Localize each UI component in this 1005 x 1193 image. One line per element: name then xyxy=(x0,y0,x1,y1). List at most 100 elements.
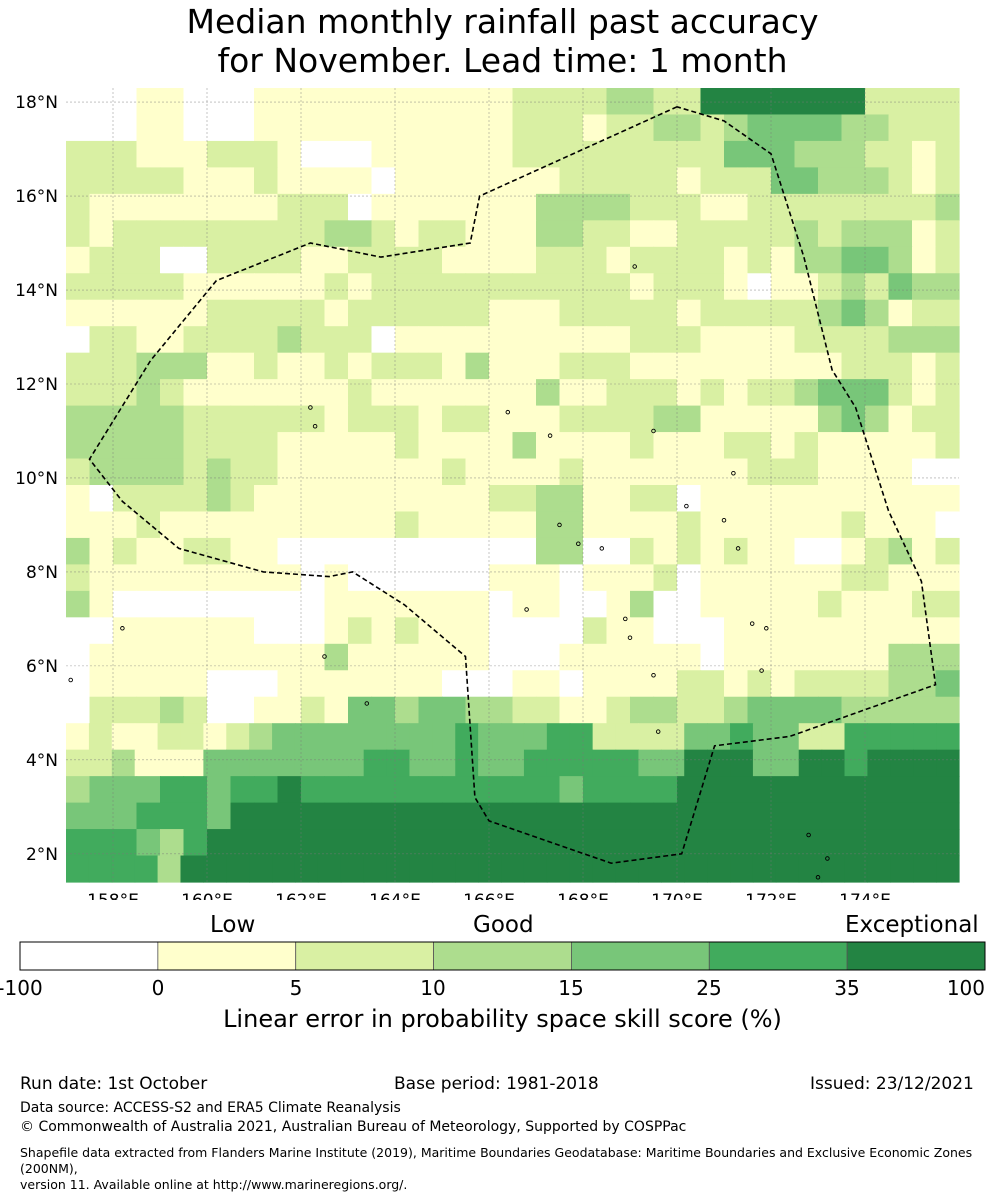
skill-cell xyxy=(136,776,161,804)
skill-cell xyxy=(277,643,302,671)
skill-cell xyxy=(277,167,302,195)
skill-cell xyxy=(583,405,608,433)
skill-cell xyxy=(677,776,702,804)
skill-cell xyxy=(707,723,731,751)
skill-cell xyxy=(583,273,608,301)
skill-cell xyxy=(888,485,913,513)
skill-cell xyxy=(395,485,420,513)
skill-cell xyxy=(249,855,273,883)
skill-cell xyxy=(888,246,913,274)
skill-cell xyxy=(700,802,725,830)
skill-cell xyxy=(89,802,114,830)
skill-cell xyxy=(707,855,731,883)
colorbar-swatch xyxy=(157,941,297,971)
skill-cell xyxy=(653,564,678,592)
skill-cell xyxy=(653,167,678,195)
skill-cell xyxy=(794,220,819,248)
skill-cell xyxy=(89,140,114,168)
skill-cell xyxy=(630,537,655,565)
skill-cell xyxy=(559,88,584,116)
skill-cell xyxy=(865,696,890,724)
skill-cell xyxy=(888,537,913,565)
skill-cell xyxy=(371,802,396,830)
skill-cell xyxy=(89,617,114,645)
skill-cell xyxy=(818,88,843,116)
skill-cell xyxy=(348,379,373,407)
skill-cell xyxy=(730,855,754,883)
skill-cell xyxy=(89,537,114,565)
skill-cell xyxy=(66,220,91,248)
skill-cell xyxy=(254,167,279,195)
skill-cell xyxy=(207,379,232,407)
skill-cell xyxy=(818,643,843,671)
skill-cell xyxy=(661,855,685,883)
island xyxy=(731,471,736,476)
skill-cell xyxy=(512,802,537,830)
skill-cell xyxy=(913,723,937,751)
skill-cell xyxy=(465,299,490,327)
skill-cell xyxy=(230,379,255,407)
skill-cell xyxy=(677,246,702,274)
skill-cell xyxy=(771,670,796,698)
skill-cell xyxy=(794,114,819,142)
skill-cell xyxy=(207,537,232,565)
skill-cell xyxy=(935,193,960,221)
skill-cell xyxy=(136,670,161,698)
skill-cell xyxy=(183,246,208,274)
skill-cell xyxy=(371,485,396,513)
skill-cell xyxy=(606,511,631,539)
skill-cell xyxy=(512,273,537,301)
skill-cell xyxy=(888,432,913,460)
skill-cell xyxy=(677,670,702,698)
skill-cell xyxy=(489,696,514,724)
skill-cell xyxy=(724,617,749,645)
skill-cell xyxy=(134,855,159,883)
skill-cell xyxy=(230,537,255,565)
skill-cell xyxy=(888,564,913,592)
skill-cell xyxy=(821,723,846,751)
skill-cell xyxy=(277,140,302,168)
skill-cell xyxy=(371,511,396,539)
longitude-labels: 158°E 160°E 162°E 164°E 166°E 168°E 170°E 172°E… xyxy=(87,891,891,900)
skill-cell xyxy=(724,379,749,407)
skill-cell xyxy=(912,696,937,724)
skill-cell xyxy=(888,776,913,804)
skill-cell xyxy=(465,617,490,645)
latitude-labels: 18°N 16°N 14°N 12°N 10°N 8°N 6°N 4°N 2°N xyxy=(15,93,58,865)
skill-cell xyxy=(277,537,302,565)
latitude-label: 4°N xyxy=(26,751,58,771)
skill-cell xyxy=(569,855,594,883)
skill-cell xyxy=(207,246,232,274)
skill-cell xyxy=(371,193,396,221)
skill-cell xyxy=(912,193,937,221)
skill-cell xyxy=(653,193,678,221)
skill-cell xyxy=(630,617,655,645)
skill-cell xyxy=(841,537,866,565)
skill-cell xyxy=(867,749,891,777)
skill-cell xyxy=(677,405,702,433)
skill-cell xyxy=(207,326,232,354)
skill-cell xyxy=(489,643,514,671)
skill-cell xyxy=(395,643,420,671)
skill-cell xyxy=(418,696,443,724)
skill-cell xyxy=(442,670,467,698)
skill-cell xyxy=(442,564,467,592)
skill-cell xyxy=(512,511,537,539)
skill-cell xyxy=(724,88,749,116)
skill-cell xyxy=(583,696,608,724)
skill-cell xyxy=(113,88,138,116)
skill-cell xyxy=(113,220,138,248)
skill-cell xyxy=(700,352,725,380)
skill-cell xyxy=(254,432,279,460)
skill-cell xyxy=(324,643,349,671)
skill-cell xyxy=(277,511,302,539)
skill-cell xyxy=(841,379,866,407)
island xyxy=(547,433,553,438)
skill-cell xyxy=(395,829,420,857)
skill-cell xyxy=(395,776,420,804)
skill-cell xyxy=(489,299,514,327)
skill-cell xyxy=(136,193,161,221)
skill-cell xyxy=(66,696,91,724)
skill-cell xyxy=(395,326,420,354)
skill-cell xyxy=(747,220,772,248)
